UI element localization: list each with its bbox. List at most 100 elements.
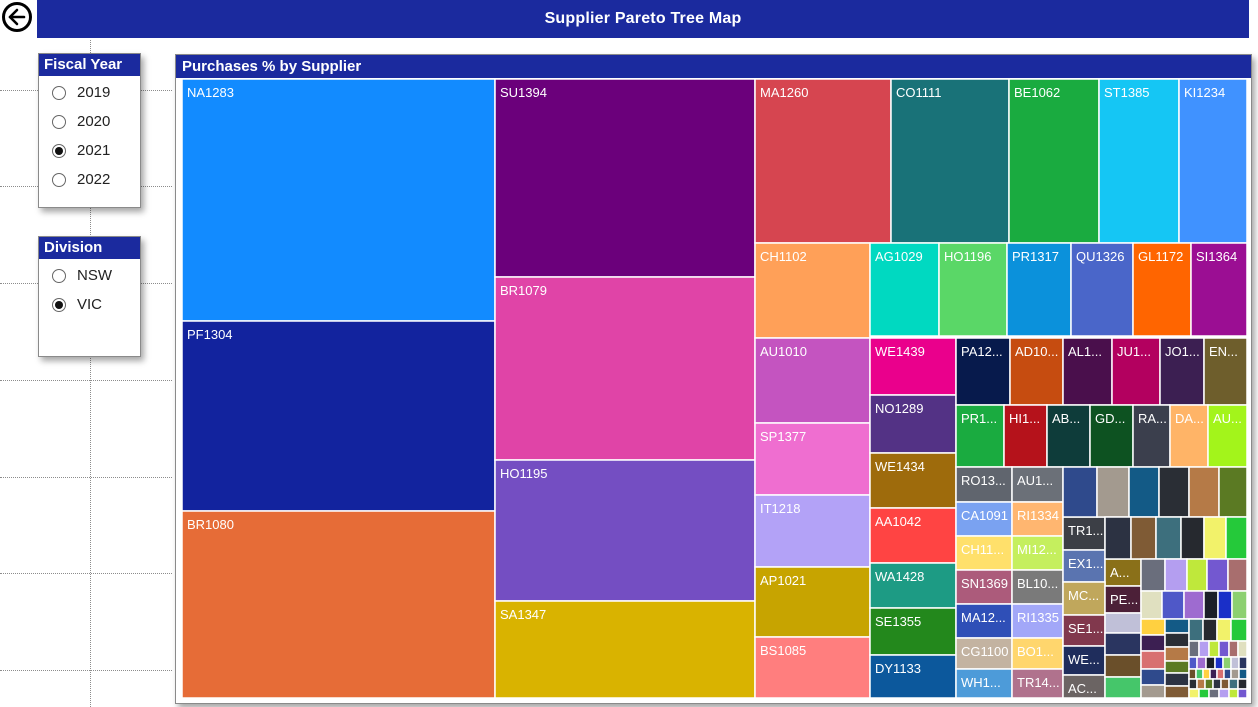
treemap-tile[interactable] [955, 466, 1013, 503]
radio-button[interactable] [52, 114, 66, 129]
treemap-tile-small[interactable] [1164, 632, 1190, 648]
treemap-tile-small[interactable] [1227, 558, 1248, 592]
treemap-tile[interactable] [754, 636, 871, 699]
treemap-tile[interactable] [754, 566, 871, 638]
treemap-tile[interactable] [955, 337, 1011, 406]
treemap-tile-small[interactable] [1228, 640, 1239, 658]
treemap-tile-small[interactable] [1209, 668, 1218, 680]
treemap-tile-small[interactable] [1208, 688, 1220, 699]
treemap-tile-small[interactable] [1140, 650, 1166, 670]
treemap-tile[interactable] [955, 569, 1013, 605]
treemap-tile[interactable] [1132, 242, 1192, 337]
treemap-tile-small[interactable] [1164, 660, 1190, 674]
treemap-tile[interactable] [494, 459, 756, 602]
treemap-tile[interactable] [181, 78, 496, 322]
treemap-tile-small[interactable] [1140, 634, 1166, 652]
treemap-tile-small[interactable] [1238, 668, 1248, 680]
treemap-tile-small[interactable] [1237, 678, 1248, 690]
treemap-tile-small[interactable] [1222, 656, 1232, 670]
treemap-tile[interactable] [869, 242, 940, 337]
treemap-tile[interactable] [494, 78, 756, 278]
treemap-tile-small[interactable] [1188, 466, 1220, 518]
treemap-tile-small[interactable] [1238, 656, 1248, 670]
treemap-tile[interactable] [494, 276, 756, 461]
treemap-tile[interactable] [754, 337, 871, 424]
treemap-tile-small[interactable] [1204, 678, 1214, 690]
treemap-tile-small[interactable] [1096, 466, 1130, 518]
treemap-tile[interactable] [754, 78, 892, 244]
treemap-tile-small[interactable] [1130, 516, 1157, 560]
radio-button[interactable] [52, 143, 66, 158]
treemap-tile[interactable] [869, 654, 957, 699]
radio-button[interactable] [52, 268, 66, 283]
treemap-tile-small[interactable] [1104, 654, 1142, 678]
treemap-tile-small[interactable] [1202, 618, 1218, 642]
fiscal-year-option-2020[interactable]: 2020 [39, 107, 140, 136]
treemap-tile-small[interactable] [1188, 640, 1200, 658]
treemap-tile[interactable] [1203, 337, 1248, 406]
treemap-tile-small[interactable] [1164, 646, 1190, 662]
radio-button[interactable] [52, 85, 66, 100]
treemap-tile-small[interactable] [1188, 668, 1197, 680]
treemap-tile-small[interactable] [1188, 688, 1200, 699]
treemap-tile-small[interactable] [1104, 516, 1132, 560]
treemap-tile-small[interactable] [1196, 678, 1206, 690]
treemap-tile-small[interactable] [1186, 558, 1208, 592]
treemap-tile-small[interactable] [1140, 558, 1166, 592]
treemap-tile[interactable] [955, 668, 1013, 699]
treemap-tile[interactable] [869, 452, 957, 509]
treemap-tile-small[interactable] [1164, 672, 1190, 687]
treemap-tile-small[interactable] [1180, 516, 1205, 560]
treemap-tile-small[interactable] [1208, 640, 1220, 658]
treemap-tile-small[interactable] [1140, 684, 1166, 699]
treemap-tile-small[interactable] [1228, 688, 1239, 699]
treemap-tile-small[interactable] [1205, 656, 1216, 670]
treemap-tile-small[interactable] [1217, 590, 1233, 620]
treemap-tile-small[interactable] [1128, 466, 1160, 518]
treemap-tile-small[interactable] [1164, 618, 1190, 634]
treemap-tile[interactable] [1062, 614, 1106, 647]
treemap-tile[interactable] [1062, 645, 1106, 676]
treemap-tile[interactable] [1178, 78, 1248, 244]
treemap-tile-small[interactable] [1140, 668, 1166, 686]
treemap-tile[interactable] [1011, 637, 1064, 670]
division-option-vic[interactable]: VIC [39, 290, 140, 319]
treemap-tile-small[interactable] [1062, 466, 1098, 518]
treemap-tile-small[interactable] [1198, 688, 1210, 699]
treemap-tile[interactable] [754, 494, 871, 568]
treemap-tile[interactable] [1098, 78, 1180, 244]
treemap-tile[interactable] [1006, 242, 1072, 337]
treemap-tile[interactable] [869, 337, 957, 396]
treemap-tile-small[interactable] [1203, 516, 1227, 560]
treemap-tile-small[interactable] [1198, 640, 1210, 658]
treemap-tile[interactable] [181, 510, 496, 699]
treemap-tile-small[interactable] [1237, 640, 1248, 658]
treemap-tile-small[interactable] [1158, 466, 1190, 518]
treemap-tile[interactable] [869, 607, 957, 656]
back-button[interactable] [2, 2, 32, 32]
fiscal-year-option-2019[interactable]: 2019 [39, 78, 140, 107]
treemap-tile[interactable] [1104, 585, 1142, 614]
treemap-tile-small[interactable] [1164, 685, 1190, 699]
treemap-tile-small[interactable] [1228, 678, 1239, 690]
treemap-tile-small[interactable] [1203, 590, 1219, 620]
treemap-tile-small[interactable] [1216, 668, 1225, 680]
treemap-tile[interactable] [1008, 78, 1100, 244]
treemap-tile-small[interactable] [1164, 558, 1188, 592]
treemap-tile-small[interactable] [1202, 668, 1211, 680]
treemap-tile[interactable] [1011, 535, 1064, 571]
treemap-tile-small[interactable] [1216, 618, 1232, 642]
treemap-tile-small[interactable] [1140, 590, 1163, 620]
fiscal-year-option-2022[interactable]: 2022 [39, 165, 140, 194]
treemap-tile[interactable] [1070, 242, 1134, 337]
treemap-tile-small[interactable] [1183, 590, 1205, 620]
radio-button[interactable] [52, 297, 66, 312]
treemap-tile-small[interactable] [1206, 558, 1229, 592]
treemap-tile-small[interactable] [1188, 618, 1204, 642]
treemap-tile-small[interactable] [1223, 668, 1232, 680]
treemap-tile-small[interactable] [1218, 688, 1230, 699]
treemap-tile[interactable] [1190, 242, 1248, 337]
treemap-tile-small[interactable] [1237, 688, 1248, 699]
treemap-tile[interactable] [754, 422, 871, 496]
treemap-tile-small[interactable] [1218, 466, 1248, 518]
